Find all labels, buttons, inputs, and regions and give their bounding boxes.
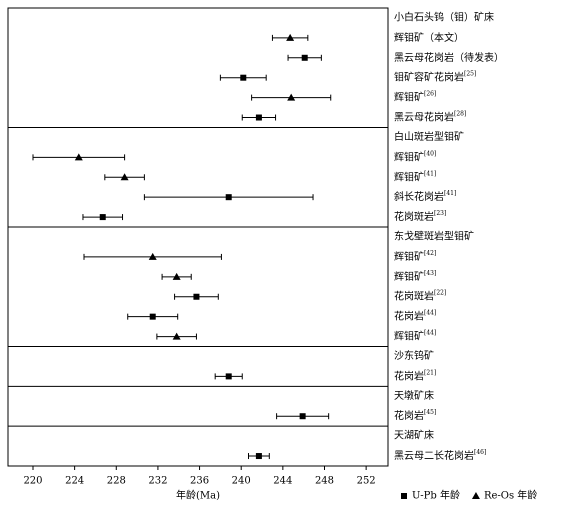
item-ref: [44] [424,309,436,316]
x-tick-label: 232 [148,476,167,487]
point-triangle [471,492,480,499]
item-ref: [28] [454,110,466,117]
item-label-text: 辉钼矿 [394,269,424,282]
point-triangle [287,93,296,101]
item-ref: [21] [424,369,436,376]
item-label: 辉钼矿[26] [394,90,436,103]
legend-label: U-Pb 年龄 [412,489,460,502]
item-label-text: 辉钼矿 [394,249,424,262]
x-tick-label: 220 [23,476,42,487]
point-square [99,214,106,221]
item-label: 斜长花岗岩[41] [394,190,456,203]
item-label: 辉钼矿[40] [394,150,436,163]
x-tick-label: 228 [107,476,126,487]
item-ref: [42] [424,249,436,256]
point-square [225,373,232,380]
group-label: 沙东钨矿 [394,349,434,362]
point-triangle [172,332,181,340]
item-label: 辉钼矿（本文） [394,30,464,43]
group-label: 白山斑岩型钼矿 [394,130,464,143]
item-label-text: 辉钼矿 [394,90,424,103]
x-tick-label: 248 [315,476,334,487]
group-label: 小白石头钨（钼）矿床 [394,10,494,23]
point-square [299,413,306,420]
x-tick-label: 224 [65,476,84,487]
item-label: 花岗斑岩[23] [394,210,446,223]
item-label: 黑云母二长花岗岩[46] [394,449,486,462]
point-square [401,493,407,499]
item-label: 花岗岩[21] [394,369,436,382]
item-label: 花岗斑岩[22] [394,289,446,302]
point-square [301,54,308,61]
point-square [240,74,247,81]
item-label: 花岗岩[44] [394,309,436,322]
point-square [255,114,262,121]
item-label-text: 花岗岩 [394,309,424,322]
group-label: 天湖矿床 [394,429,434,442]
group-label: 东戈壁斑岩型钼矿 [394,230,474,243]
x-axis-label: 年龄(Ma) [176,489,220,502]
x-tick-label: 236 [190,476,209,487]
item-label-text: 钼矿容矿花岗岩 [394,70,464,83]
point-square [193,293,200,300]
legend-label: Re-Os 年龄 [484,489,537,502]
point-triangle [120,173,129,181]
point-square [255,453,262,460]
item-label: 辉钼矿[43] [394,269,436,282]
item-label-text: 花岗岩 [394,409,424,422]
item-ref: [23] [434,210,446,217]
item-ref: [44] [424,329,436,336]
item-ref: [26] [424,90,436,97]
plot-frame [7,7,389,467]
item-label-text: 黑云母花岗岩 [394,110,454,123]
item-ref: [43] [424,269,436,276]
item-label-text: 花岗斑岩 [394,289,434,302]
point-square [225,194,232,201]
item-ref: [40] [424,150,436,157]
point-triangle [172,272,181,280]
x-tick-label: 252 [357,476,376,487]
item-ref: [46] [474,449,486,456]
item-label: 黑云母花岗岩（待发表） [394,50,504,63]
item-label-text: 黑云母二长花岗岩 [394,449,474,462]
item-ref: [41] [424,170,436,177]
item-ref: [45] [424,409,436,416]
item-label-text: 辉钼矿（本文） [394,30,464,43]
item-label-text: 黑云母花岗岩（待发表） [394,50,504,63]
x-tick-label: 240 [232,476,251,487]
item-label: 辉钼矿[42] [394,249,436,262]
item-label-text: 花岗斑岩 [394,210,434,223]
point-square [149,313,156,320]
item-label-text: 辉钼矿 [394,170,424,183]
item-label: 黑云母花岗岩[28] [394,110,466,123]
item-label: 辉钼矿[41] [394,170,436,183]
item-ref: [41] [444,190,456,197]
x-tick-label: 244 [273,476,292,487]
item-label: 辉钼矿[44] [394,329,436,342]
item-label-text: 花岗岩 [394,369,424,382]
item-label-text: 辉钼矿 [394,329,424,342]
point-triangle [148,252,157,260]
item-ref: [25] [464,70,476,77]
point-triangle [286,33,295,41]
item-ref: [22] [434,289,446,296]
item-label: 花岗岩[45] [394,409,436,422]
item-label: 钼矿容矿花岗岩[25] [394,70,476,83]
item-label-text: 辉钼矿 [394,150,424,163]
group-label: 天墩矿床 [394,389,434,402]
item-label-text: 斜长花岗岩 [394,190,444,203]
point-triangle [74,153,83,161]
